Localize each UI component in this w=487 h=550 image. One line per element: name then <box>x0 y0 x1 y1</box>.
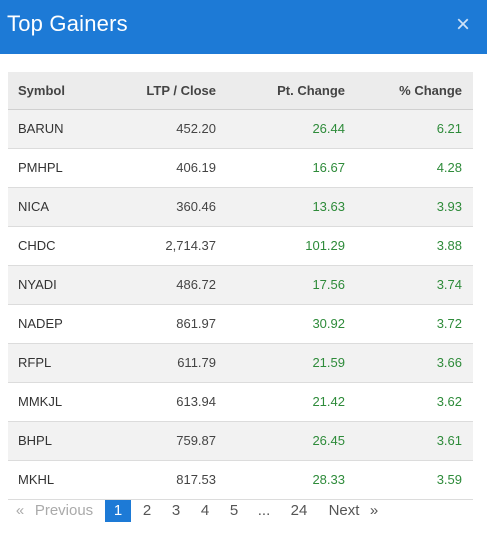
table-row[interactable]: MMKJL 613.94 21.42 3.62 <box>8 383 473 422</box>
next-button[interactable]: Next <box>328 502 360 519</box>
pagination-ellipsis: ... <box>257 502 271 519</box>
pt-change-cell: 13.63 <box>312 199 345 214</box>
page-24-button[interactable]: 24 <box>290 502 308 519</box>
pct-change-cell: 3.61 <box>436 433 462 448</box>
ltp-cell: 360.46 <box>176 199 216 214</box>
ltp-cell: 406.19 <box>176 160 216 175</box>
ltp-cell: 817.53 <box>176 472 216 487</box>
pct-change-cell: 4.28 <box>436 160 462 175</box>
pt-change-cell: 26.45 <box>312 433 345 448</box>
table-row[interactable]: NADEP 861.97 30.92 3.72 <box>8 305 473 344</box>
pt-change-cell: 30.92 <box>312 316 345 331</box>
modal-title: Top Gainers <box>7 11 128 36</box>
modal-header: Top Gainers × <box>0 0 487 54</box>
pt-change-cell: 26.44 <box>312 121 345 136</box>
pct-change-cell: 3.93 <box>436 199 462 214</box>
column-header-ltp[interactable]: LTP / Close <box>146 83 216 98</box>
ltp-cell: 2,714.37 <box>165 238 216 253</box>
column-header-pct-change[interactable]: % Change <box>399 83 462 98</box>
symbol-cell[interactable]: PMHPL <box>18 160 63 175</box>
column-header-symbol[interactable]: Symbol <box>18 83 65 98</box>
pct-change-cell: 3.66 <box>436 355 462 370</box>
symbol-cell[interactable]: MMKJL <box>18 394 63 409</box>
pt-change-cell: 21.59 <box>312 355 345 370</box>
last-page-icon[interactable]: » <box>369 502 379 519</box>
pt-change-cell: 17.56 <box>312 277 345 292</box>
table-row[interactable]: NYADI 486.72 17.56 3.74 <box>8 266 473 305</box>
symbol-cell[interactable]: NICA <box>18 199 50 214</box>
table-row[interactable]: PMHPL 406.19 16.67 4.28 <box>8 149 473 188</box>
pct-change-cell: 3.72 <box>436 316 462 331</box>
pct-change-cell: 3.59 <box>436 472 462 487</box>
ltp-cell: 861.97 <box>176 316 216 331</box>
ltp-cell: 611.79 <box>177 355 216 370</box>
pagination: « Previous 1 2 3 4 5 ... 24 Next » <box>0 500 487 524</box>
ltp-cell: 613.94 <box>176 394 216 409</box>
page-2-button[interactable]: 2 <box>142 502 152 519</box>
table-row[interactable]: BARUN 452.20 26.44 6.21 <box>8 110 473 149</box>
close-icon[interactable]: × <box>455 11 470 38</box>
symbol-cell[interactable]: NADEP <box>18 316 63 331</box>
previous-button: Previous <box>34 502 94 519</box>
gainers-table: Symbol LTP / Close Pt. Change % Change B… <box>8 72 473 500</box>
table-row[interactable]: CHDC 2,714.37 101.29 3.88 <box>8 227 473 266</box>
pt-change-cell: 16.67 <box>312 160 345 175</box>
table-header-row: Symbol LTP / Close Pt. Change % Change <box>8 72 473 110</box>
table-row[interactable]: RFPL 611.79 21.59 3.66 <box>8 344 473 383</box>
pt-change-cell: 28.33 <box>312 472 345 487</box>
symbol-cell[interactable]: MKHL <box>18 472 55 487</box>
table-row[interactable]: MKHL 817.53 28.33 3.59 <box>8 461 473 500</box>
ltp-cell: 486.72 <box>176 277 216 292</box>
symbol-cell[interactable]: RFPL <box>18 355 52 370</box>
page-3-button[interactable]: 3 <box>171 502 181 519</box>
symbol-cell[interactable]: NYADI <box>18 277 57 292</box>
symbol-cell[interactable]: BARUN <box>18 121 64 136</box>
first-page-icon: « <box>15 502 25 519</box>
ltp-cell: 759.87 <box>176 433 216 448</box>
page-4-button[interactable]: 4 <box>200 502 210 519</box>
pct-change-cell: 3.62 <box>436 394 462 409</box>
column-header-pt-change[interactable]: Pt. Change <box>277 83 345 98</box>
page-5-button[interactable]: 5 <box>229 502 239 519</box>
pct-change-cell: 3.74 <box>436 277 462 292</box>
pct-change-cell: 6.21 <box>436 121 462 136</box>
symbol-cell[interactable]: BHPL <box>18 433 52 448</box>
symbol-cell[interactable]: CHDC <box>18 238 56 253</box>
pt-change-cell: 101.29 <box>305 238 345 253</box>
pct-change-cell: 3.88 <box>436 238 462 253</box>
table-row[interactable]: NICA 360.46 13.63 3.93 <box>8 188 473 227</box>
ltp-cell: 452.20 <box>176 121 216 136</box>
pt-change-cell: 21.42 <box>312 394 345 409</box>
table-row[interactable]: BHPL 759.87 26.45 3.61 <box>8 422 473 461</box>
page-1-button[interactable]: 1 <box>105 500 131 522</box>
